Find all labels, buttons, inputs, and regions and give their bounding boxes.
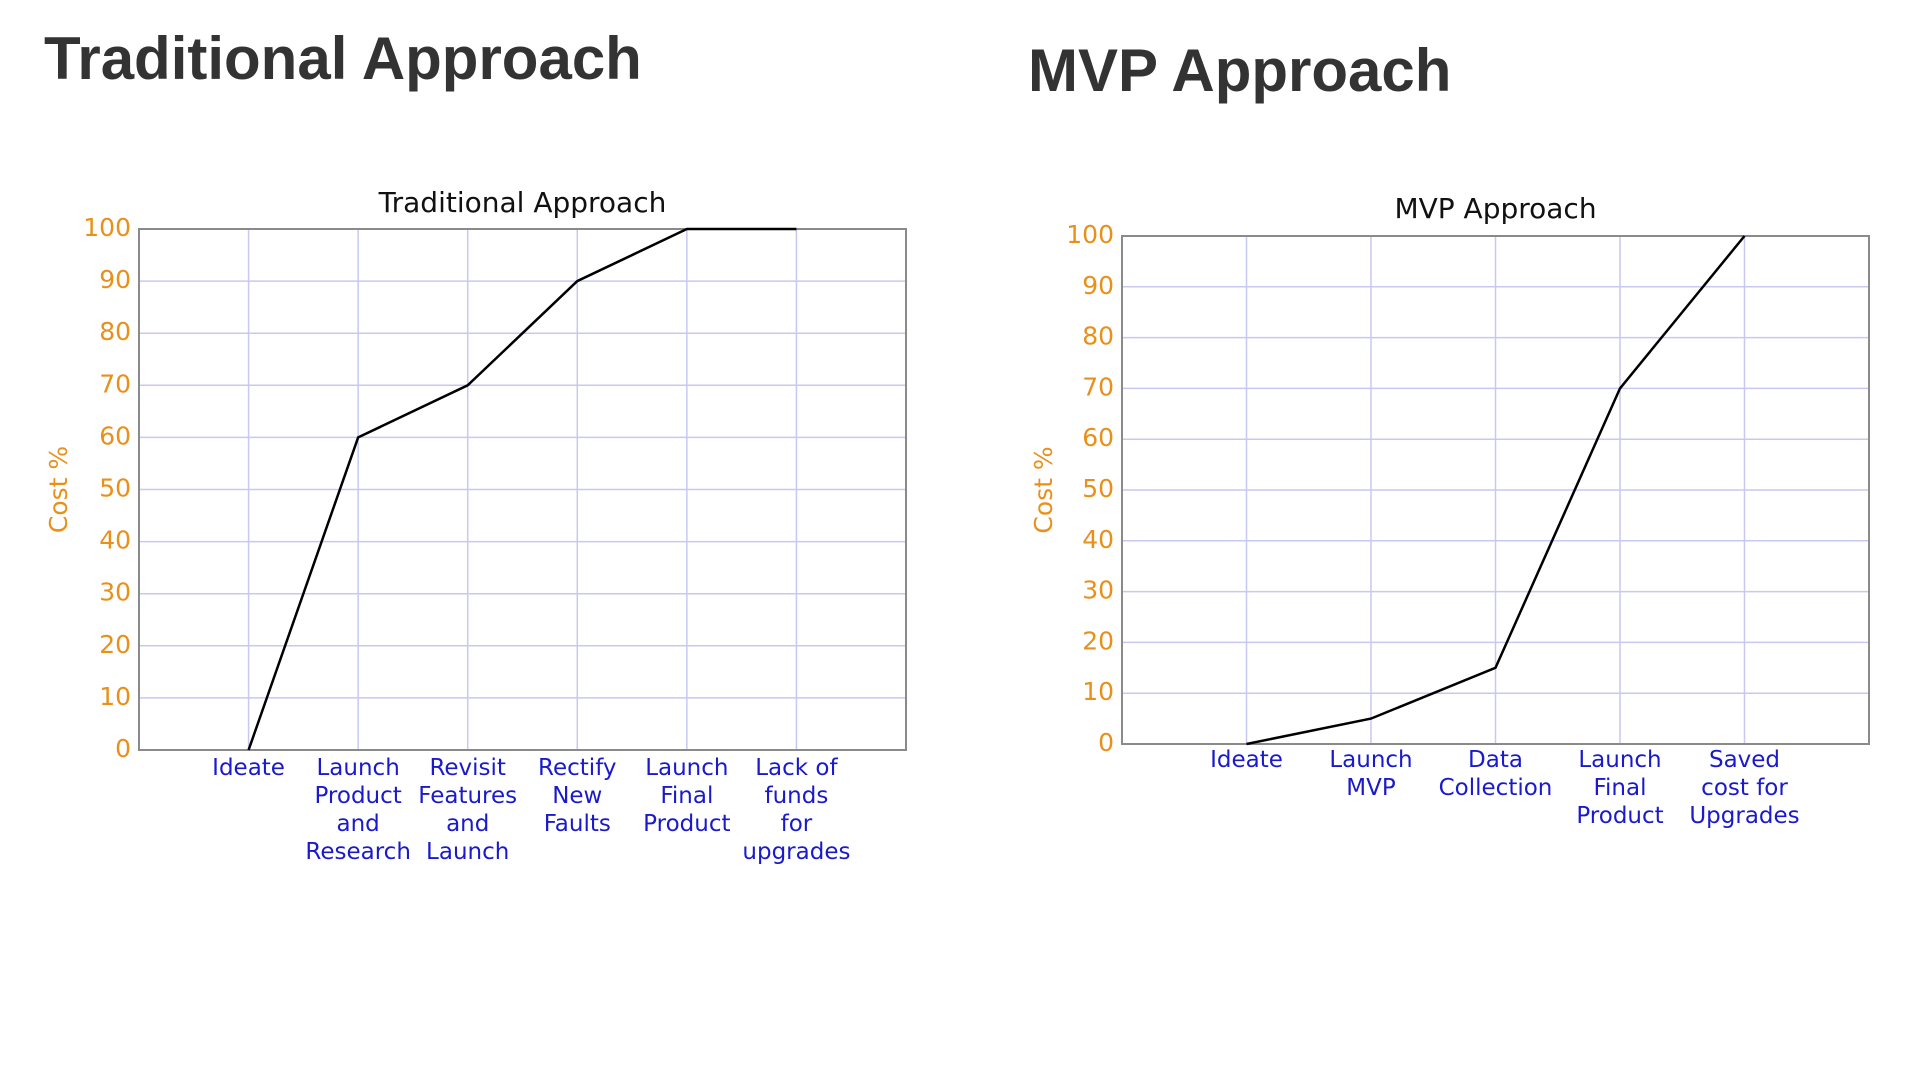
x-tick-label: Launch Product and Research [305,755,411,865]
y-tick-label: 50 [1082,474,1114,503]
line [247,227,797,751]
x-tick-label: Revisit Features and Launch [418,755,518,865]
y-tick-label: 100 [1066,220,1114,249]
heading: MVP Approach [1028,37,1452,104]
y-tick-label: 60 [1082,423,1114,452]
y-tick-label: 50 [99,474,131,503]
y-tick-label: 90 [1082,271,1114,300]
x-tick-label: Saved cost for Upgrades [1689,747,1800,829]
x-tick-label: Rectify New Faults [538,755,617,837]
y-tick-label: 10 [99,682,131,711]
y-tick-label: 40 [1082,525,1114,554]
y-axis-label: Cost % [44,446,73,533]
line [1246,235,1746,746]
y-tick-label: 60 [99,421,131,450]
y-tick-label: 90 [99,265,131,294]
chart-title: MVP Approach [1394,192,1596,225]
chart-title: Traditional Approach [378,186,667,219]
x-tick-label: Ideate [212,755,285,781]
y-tick-label: 0 [1098,728,1114,757]
y-tick-label: 80 [99,317,131,346]
y-tick-label: 80 [1082,322,1114,351]
plot-frame [1121,235,1870,745]
y-tick-label: 0 [115,734,131,763]
y-tick-label: 10 [1082,677,1114,706]
plot-frame [138,228,907,751]
x-tick-label: Ideate [1210,747,1283,773]
y-tick-label: 20 [99,630,131,659]
x-tick-label: Lack of funds for upgrades [742,755,851,865]
x-tick-label: Launch Final Product [643,755,731,837]
y-tick-label: 20 [1082,626,1114,655]
y-axis-label: Cost % [1029,446,1058,533]
x-tick-label: Launch MVP [1329,747,1413,801]
x-tick-label: Data Collection [1438,747,1553,801]
y-tick-label: 40 [99,526,131,555]
y-tick-label: 30 [1082,576,1114,605]
y-tick-label: 70 [99,369,131,398]
x-tick-label: Launch Final Product [1576,747,1664,829]
y-tick-label: 100 [83,213,131,242]
heading: Traditional Approach [44,25,642,92]
y-tick-label: 30 [99,578,131,607]
y-tick-label: 70 [1082,372,1114,401]
